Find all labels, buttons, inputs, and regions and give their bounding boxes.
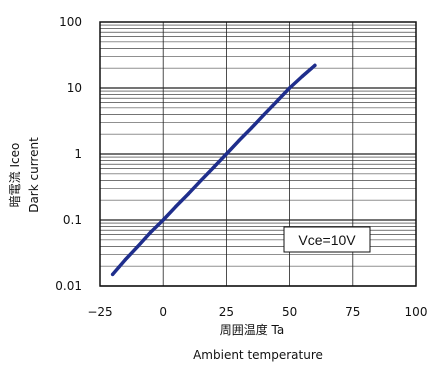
y-axis-label-en: Dark current [27, 137, 41, 213]
data-point [186, 192, 191, 196]
y-axis-label: 暗電流 Iceo [7, 143, 22, 208]
plot-area [99, 21, 417, 287]
y-tick-label: 0.1 [63, 213, 82, 227]
data-point [161, 218, 165, 222]
y-tick-label: 0.01 [55, 279, 82, 293]
data-point [237, 138, 241, 143]
x-tick-label: 50 [282, 305, 297, 319]
y-tick-label: 1 [74, 147, 82, 161]
data-point [174, 204, 178, 209]
x-tick-label: 75 [345, 305, 360, 319]
x-tick-label: 0 [159, 305, 167, 319]
annotation-text: Vce=10V [298, 232, 356, 248]
y-tick-label: 10 [67, 81, 82, 95]
data-point [111, 272, 115, 276]
y-tick-label: 100 [59, 15, 82, 29]
data-point [313, 63, 317, 68]
x-tick-label: 100 [405, 305, 428, 319]
x-tick-labels: −25 0 25 50 75 100 [87, 305, 427, 319]
data-point [275, 99, 279, 103]
data-point [224, 152, 228, 156]
data-point [288, 86, 292, 90]
x-axis-label-en: Ambient temperature [193, 348, 323, 362]
data-point [262, 112, 266, 116]
x-axis-label: 周囲温度 Ta [220, 322, 285, 337]
data-point [148, 230, 153, 234]
series-layer [110, 63, 317, 277]
x-tick-label: −25 [87, 305, 112, 319]
data-point [250, 126, 254, 130]
data-point [199, 178, 203, 182]
data-point [136, 244, 140, 248]
vce-annotation: Vce=10V [283, 226, 371, 253]
x-tick-label: 25 [219, 305, 234, 319]
y-tick-labels: 0.01 0.1 1 10 100 [55, 15, 82, 293]
annotation-box [283, 226, 371, 253]
data-point [300, 74, 304, 78]
data-point [212, 165, 216, 169]
data-point [123, 258, 127, 262]
